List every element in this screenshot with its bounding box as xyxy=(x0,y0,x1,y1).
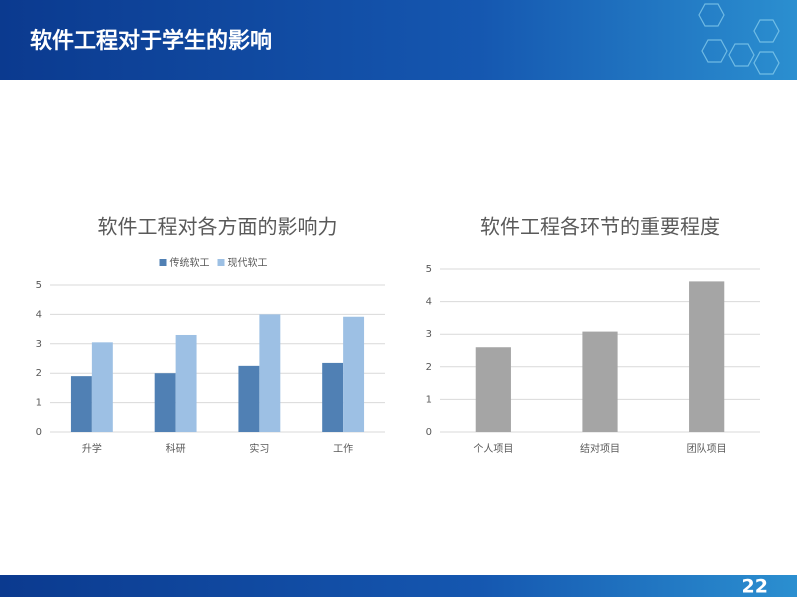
x-tick-label: 升学 xyxy=(82,442,102,455)
y-tick-label: 4 xyxy=(36,309,42,320)
bar xyxy=(91,342,113,432)
bar xyxy=(475,347,511,432)
footer-band xyxy=(0,575,797,597)
x-tick-label: 个人项目 xyxy=(473,443,513,455)
bar xyxy=(70,376,92,432)
bar xyxy=(154,373,176,432)
bar xyxy=(322,362,344,432)
slide-title: 软件工程对于学生的影响 xyxy=(30,28,272,54)
y-tick-label: 4 xyxy=(426,297,432,308)
y-tick-label: 2 xyxy=(426,362,432,373)
legend-label: 传统软工 xyxy=(170,256,210,269)
y-tick-label: 0 xyxy=(426,427,432,438)
x-tick-label: 工作 xyxy=(333,443,353,455)
x-tick-label: 科研 xyxy=(166,442,186,455)
x-tick-label: 团队项目 xyxy=(687,442,727,455)
bar xyxy=(689,281,725,432)
chart-title: 软件工程各环节的重要程度 xyxy=(480,215,720,239)
x-tick-label: 实习 xyxy=(249,442,269,455)
legend-label: 现代软工 xyxy=(228,256,268,269)
y-tick-label: 3 xyxy=(426,329,432,340)
legend-swatch xyxy=(159,259,167,266)
bar xyxy=(582,331,618,432)
page-number: 22 xyxy=(742,576,768,597)
y-tick-label: 3 xyxy=(36,339,42,350)
x-tick-label: 结对项目 xyxy=(580,442,620,455)
bar xyxy=(259,314,281,432)
legend-swatch xyxy=(217,259,225,266)
y-tick-label: 5 xyxy=(426,264,432,275)
header-band xyxy=(0,0,797,80)
y-tick-label: 5 xyxy=(36,280,42,291)
y-tick-label: 0 xyxy=(36,427,42,438)
y-tick-label: 2 xyxy=(36,368,42,379)
chart-title: 软件工程对各方面的影响力 xyxy=(98,215,338,239)
y-tick-label: 1 xyxy=(426,394,432,405)
header-decoration xyxy=(698,3,780,75)
bar xyxy=(175,334,197,432)
bar xyxy=(343,316,365,432)
y-tick-label: 1 xyxy=(36,398,42,409)
bar xyxy=(238,365,260,432)
